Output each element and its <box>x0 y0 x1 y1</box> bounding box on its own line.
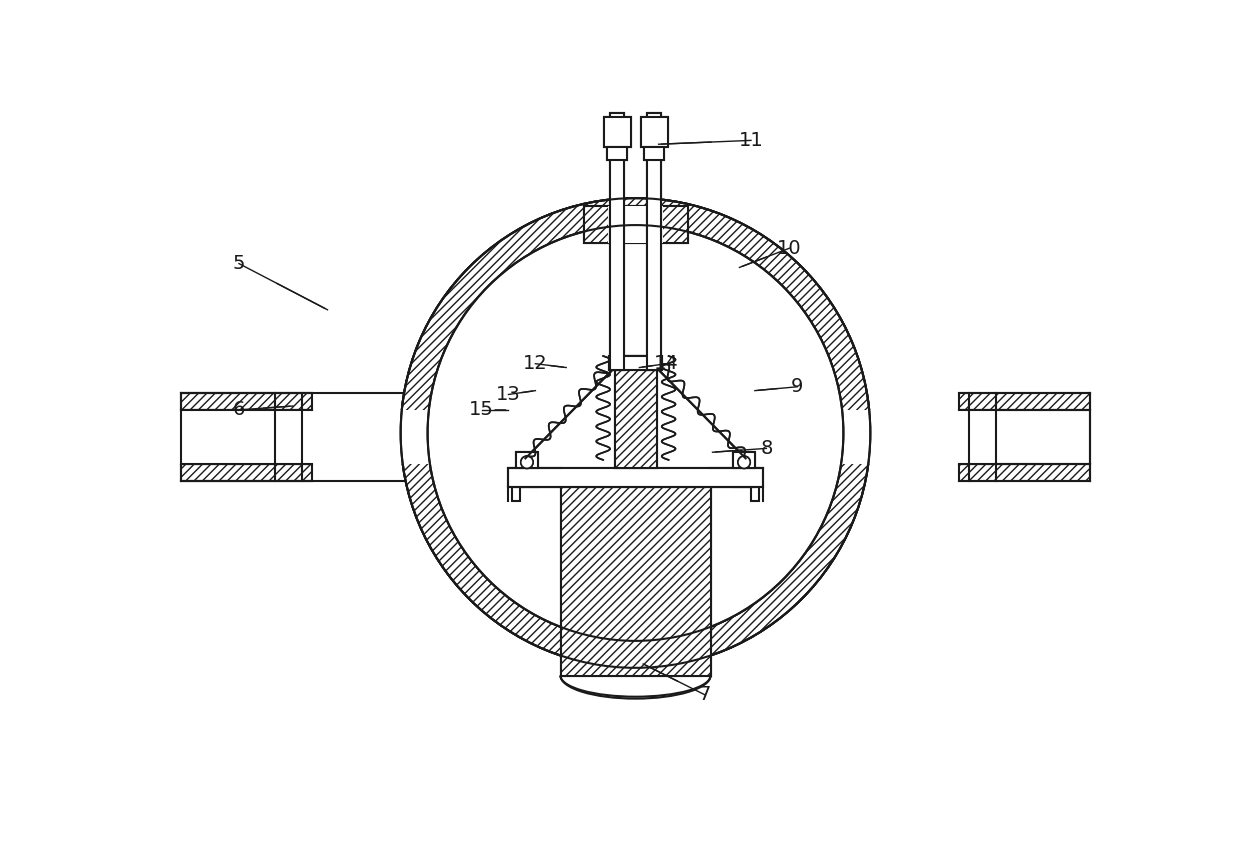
Bar <box>641 117 668 147</box>
Circle shape <box>429 227 842 639</box>
Bar <box>959 393 1090 410</box>
Bar <box>609 356 662 370</box>
Bar <box>647 205 661 243</box>
Bar <box>959 410 1090 464</box>
Circle shape <box>428 225 843 641</box>
Bar <box>733 453 755 486</box>
Bar <box>516 453 538 468</box>
Circle shape <box>738 456 750 469</box>
Bar <box>608 147 627 160</box>
Bar <box>560 475 711 676</box>
Bar <box>751 468 759 501</box>
Bar <box>512 468 520 501</box>
Bar <box>647 205 661 243</box>
Bar <box>615 356 657 468</box>
Text: 14: 14 <box>653 354 678 374</box>
Bar <box>610 114 624 370</box>
Bar <box>608 147 627 160</box>
Circle shape <box>521 456 533 469</box>
Bar <box>604 117 631 147</box>
Bar <box>157 410 432 464</box>
Bar <box>615 356 657 468</box>
Bar <box>610 114 624 370</box>
Text: 8: 8 <box>760 439 773 458</box>
Bar <box>560 475 711 676</box>
Bar <box>608 205 663 243</box>
Bar <box>644 147 663 160</box>
Bar <box>584 205 688 243</box>
Bar <box>181 410 312 464</box>
Bar <box>644 147 663 160</box>
Bar <box>520 468 751 486</box>
Bar <box>608 205 663 243</box>
Bar <box>516 453 538 486</box>
Bar <box>647 114 661 370</box>
Text: 11: 11 <box>739 131 764 150</box>
Text: 10: 10 <box>777 239 802 258</box>
Text: 12: 12 <box>523 354 548 374</box>
Circle shape <box>521 456 533 469</box>
Circle shape <box>401 198 870 668</box>
Text: 7: 7 <box>698 685 711 705</box>
Bar <box>959 464 1090 481</box>
Text: 5: 5 <box>233 254 246 273</box>
Text: 13: 13 <box>496 385 521 404</box>
Text: 6: 6 <box>233 401 246 419</box>
Bar <box>647 114 661 370</box>
Bar <box>584 205 688 243</box>
Text: 9: 9 <box>791 377 804 396</box>
Circle shape <box>738 456 750 469</box>
Bar <box>508 468 763 486</box>
Bar <box>733 453 755 468</box>
Bar <box>181 464 312 481</box>
Bar <box>610 205 624 243</box>
Bar <box>609 356 662 370</box>
Bar <box>604 117 631 147</box>
Bar <box>641 117 668 147</box>
Bar <box>839 410 993 464</box>
Text: 15: 15 <box>469 401 494 419</box>
Bar <box>610 205 624 243</box>
Bar <box>181 393 312 410</box>
